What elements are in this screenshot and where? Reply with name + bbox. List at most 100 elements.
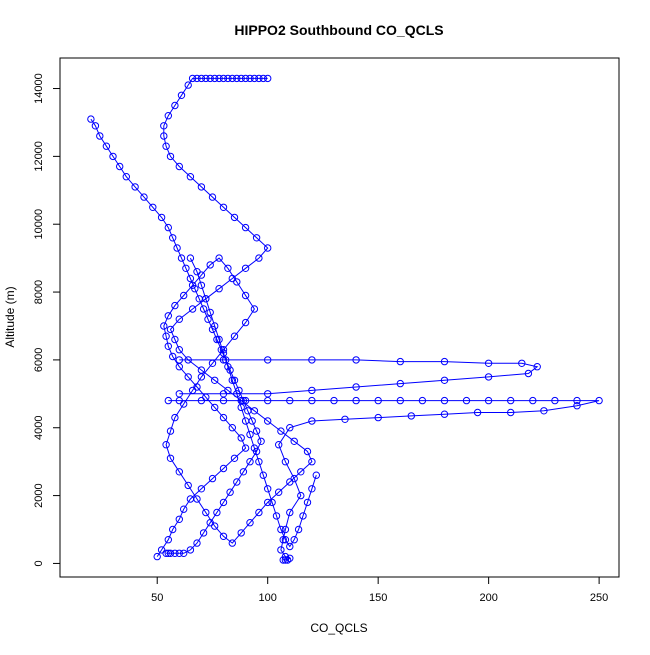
data-point — [237, 74, 245, 83]
data-point — [199, 305, 208, 313]
data-series — [87, 115, 265, 557]
data-point — [255, 508, 263, 517]
data-point — [204, 315, 212, 323]
data-point — [233, 74, 241, 83]
data-point — [180, 291, 188, 300]
data-point — [237, 434, 245, 442]
data-point — [312, 471, 320, 479]
data-point — [281, 536, 290, 544]
data-point — [87, 115, 95, 123]
data-point — [374, 413, 382, 422]
data-point — [230, 454, 239, 462]
data-point — [396, 379, 404, 388]
data-point — [219, 203, 228, 212]
data-point — [255, 458, 263, 466]
data-point — [177, 91, 186, 100]
data-point — [255, 74, 263, 83]
data-point — [241, 318, 250, 327]
y-axis-label: Altitude (m) — [3, 286, 17, 347]
data-point — [160, 132, 168, 140]
data-point — [109, 152, 117, 161]
data-point — [149, 203, 157, 212]
data-point — [246, 74, 254, 83]
data-point — [166, 152, 175, 161]
data-point — [272, 512, 281, 520]
data-series — [164, 396, 603, 564]
data-point — [162, 142, 170, 150]
data-point — [206, 261, 214, 269]
data-point — [175, 346, 184, 354]
data-point — [208, 193, 217, 201]
plot-frame — [59, 57, 620, 578]
data-point — [290, 437, 298, 445]
data-point — [286, 424, 294, 432]
data-point — [290, 536, 298, 544]
data-point — [164, 536, 173, 544]
data-point — [290, 474, 298, 483]
data-point — [252, 234, 261, 242]
data-point — [191, 285, 199, 293]
data-point — [213, 508, 221, 517]
data-point — [131, 183, 139, 191]
data-point — [215, 74, 223, 83]
data-point — [166, 427, 175, 435]
data-point — [230, 213, 239, 222]
data-point — [166, 325, 175, 334]
data-point — [162, 332, 170, 340]
data-point — [186, 254, 195, 262]
data-point — [330, 396, 338, 405]
x-tick-label: 100 — [259, 592, 277, 604]
data-point — [440, 396, 449, 405]
data-point — [507, 408, 515, 417]
data-point — [308, 485, 316, 493]
data-point — [157, 213, 166, 222]
data-point — [241, 74, 250, 83]
data-point — [197, 74, 206, 83]
data-point — [219, 413, 228, 422]
data-point — [529, 396, 537, 405]
data-point — [219, 498, 228, 507]
data-point — [164, 342, 173, 350]
data-point — [215, 335, 223, 344]
data-point — [277, 427, 285, 435]
x-tick-label: 200 — [479, 592, 497, 604]
data-point — [206, 74, 214, 83]
data-point — [250, 74, 259, 83]
data-point — [484, 396, 493, 405]
data-point — [228, 274, 237, 283]
data-point — [595, 396, 603, 405]
data-point — [299, 512, 307, 520]
data-point — [246, 458, 254, 466]
data-point — [277, 525, 285, 534]
data-point — [294, 525, 303, 534]
data-point — [268, 498, 276, 507]
data-point — [213, 335, 221, 344]
data-point — [197, 183, 206, 191]
data-point — [484, 373, 493, 381]
data-point — [264, 74, 272, 83]
data-point — [250, 444, 259, 452]
data-point — [193, 539, 201, 547]
y-tick-label: 12000 — [33, 141, 45, 172]
data-point — [297, 491, 305, 500]
data-point — [202, 508, 210, 517]
data-point — [211, 403, 219, 412]
data-point — [171, 101, 179, 110]
data-point — [202, 74, 210, 83]
data-point — [197, 281, 206, 289]
data-point — [440, 410, 449, 418]
data-point — [286, 554, 294, 562]
data-point — [297, 468, 305, 476]
data-point — [484, 359, 493, 367]
data-point — [171, 301, 179, 310]
data-point — [228, 74, 237, 83]
data-point — [173, 244, 181, 252]
data-point — [286, 508, 294, 517]
data-point — [224, 363, 232, 371]
data-point — [533, 363, 541, 371]
data-point — [171, 335, 179, 344]
data-point — [407, 412, 415, 420]
data-point — [308, 396, 316, 405]
data-point — [224, 74, 232, 83]
data-point — [524, 369, 533, 378]
